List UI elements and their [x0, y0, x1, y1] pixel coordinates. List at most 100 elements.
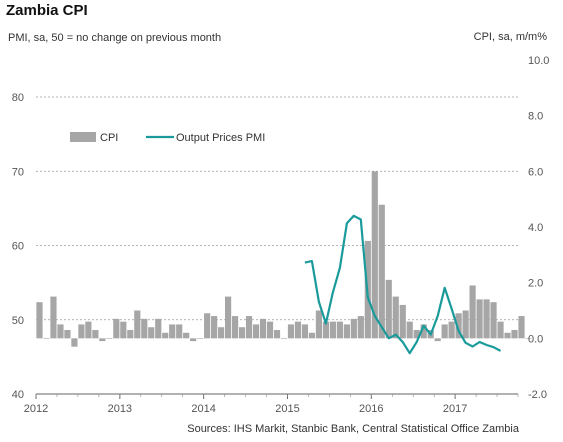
pmi-line-path	[304, 214, 502, 355]
cpi-bar	[106, 338, 113, 339]
y-left-tick-label: 50	[12, 315, 24, 327]
y-right-tick-label: 8.0	[528, 111, 543, 123]
cpi-bar	[190, 338, 197, 342]
cpi-bar	[169, 324, 176, 339]
cpi-bar	[148, 327, 155, 339]
cpi-bar	[350, 318, 357, 339]
cpi-bar	[197, 338, 204, 339]
cpi-bar	[287, 324, 295, 339]
cpi-bar	[469, 285, 476, 339]
legend-label-cpi: CPI	[100, 132, 118, 144]
gridlines	[36, 96, 518, 321]
cpi-bar	[78, 324, 85, 339]
cpi-bar	[273, 329, 281, 339]
cpi-bar	[204, 313, 211, 339]
cpi-bar	[336, 321, 343, 339]
cpi-bar	[245, 316, 253, 339]
y-right-tick-label: 2.0	[528, 278, 543, 290]
cpi-bar	[99, 338, 106, 342]
axes: 2012 2013 2014 2015 2016 2017 40 50 60 70 80 -2.0 0.…	[12, 55, 550, 415]
cpi-bar	[406, 321, 413, 339]
cpi-bar	[497, 321, 504, 339]
cpi-bar	[155, 318, 162, 339]
y-right-tick-label: 6.0	[528, 166, 543, 178]
cpi-bar	[455, 313, 462, 339]
y-right-tick-label: 10.0	[528, 55, 549, 67]
left-axis-subtitle: PMI, sa, 50 = no change on previous mont…	[8, 32, 222, 44]
cpi-bar	[301, 324, 309, 339]
cpi-bar	[71, 338, 78, 347]
cpi-bars	[36, 171, 532, 347]
cpi-bar	[183, 332, 190, 339]
y-left-tick-label: 80	[12, 92, 24, 104]
cpi-bar	[231, 316, 239, 339]
cpi-bar	[92, 329, 99, 339]
cpi-bar	[357, 316, 364, 339]
cpi-bar	[490, 302, 497, 339]
y-right-tick-label: 0.0	[528, 333, 543, 345]
x-tick-label: 2014	[191, 403, 215, 415]
x-tick-label: 2012	[24, 403, 48, 415]
cpi-bar	[176, 324, 183, 339]
x-tick-label: 2017	[443, 403, 467, 415]
x-tick-label: 2016	[359, 403, 383, 415]
cpi-bar	[420, 324, 427, 339]
cpi-bar	[238, 327, 246, 339]
cpi-bar	[113, 318, 120, 339]
cpi-bar	[43, 338, 50, 339]
cpi-bar	[218, 327, 225, 339]
y-right-tick-label: -2.0	[528, 389, 547, 401]
cpi-bar	[294, 321, 302, 339]
y-right-tick-label: 4.0	[528, 222, 543, 234]
x-tick-label: 2015	[275, 403, 299, 415]
cpi-bar	[308, 332, 316, 339]
cpi-bar	[504, 332, 511, 339]
cpi-bar	[371, 171, 378, 339]
cpi-bar	[162, 332, 169, 339]
right-axis-subtitle: CPI, sa, m/m%	[473, 31, 547, 43]
cpi-bar	[211, 316, 218, 339]
cpi-bar	[120, 321, 127, 339]
cpi-bar	[413, 329, 420, 339]
cpi-bar	[476, 299, 483, 339]
cpi-bar	[518, 316, 525, 339]
y-left-tick-label: 70	[12, 166, 24, 178]
cpi-bar	[399, 304, 406, 339]
cpi-bar	[280, 338, 288, 339]
legend-swatch-cpi	[70, 132, 96, 142]
cpi-bar	[50, 296, 57, 339]
y-left-tick-label: 60	[12, 241, 24, 253]
cpi-bar	[511, 329, 518, 339]
cpi-bar	[462, 310, 469, 339]
cpi-bar	[127, 329, 134, 339]
cpi-bar	[329, 321, 336, 339]
cpi-bar	[134, 310, 141, 339]
cpi-bar	[252, 324, 260, 339]
legend: CPI Output Prices PMI	[70, 132, 265, 144]
cpi-bar	[225, 296, 232, 339]
cpi-bar	[392, 296, 399, 339]
cpi-bar	[141, 318, 148, 339]
legend-label-pmi: Output Prices PMI	[176, 132, 265, 144]
cpi-bar	[448, 321, 455, 339]
cpi-bar	[322, 321, 329, 339]
cpi-bar	[266, 321, 274, 339]
y-left-tick-label: 40	[12, 389, 24, 401]
cpi-bar	[525, 338, 532, 339]
cpi-bar	[441, 324, 448, 339]
cpi-bar	[64, 329, 71, 339]
cpi-bar	[85, 321, 92, 339]
cpi-bar	[434, 338, 441, 342]
cpi-bar	[57, 324, 64, 339]
cpi-bar	[259, 318, 267, 339]
cpi-bar	[483, 299, 490, 339]
cpi-bar	[36, 302, 43, 339]
cpi-bar	[378, 204, 385, 339]
pmi-line	[304, 214, 502, 355]
source-note: Sources: IHS Markit, Stanbic Bank, Centr…	[187, 423, 519, 435]
chart-title: Zambia CPI	[6, 2, 88, 19]
cpi-bar	[385, 279, 392, 339]
cpi-bar	[343, 324, 350, 339]
cpi-bar	[315, 310, 323, 339]
